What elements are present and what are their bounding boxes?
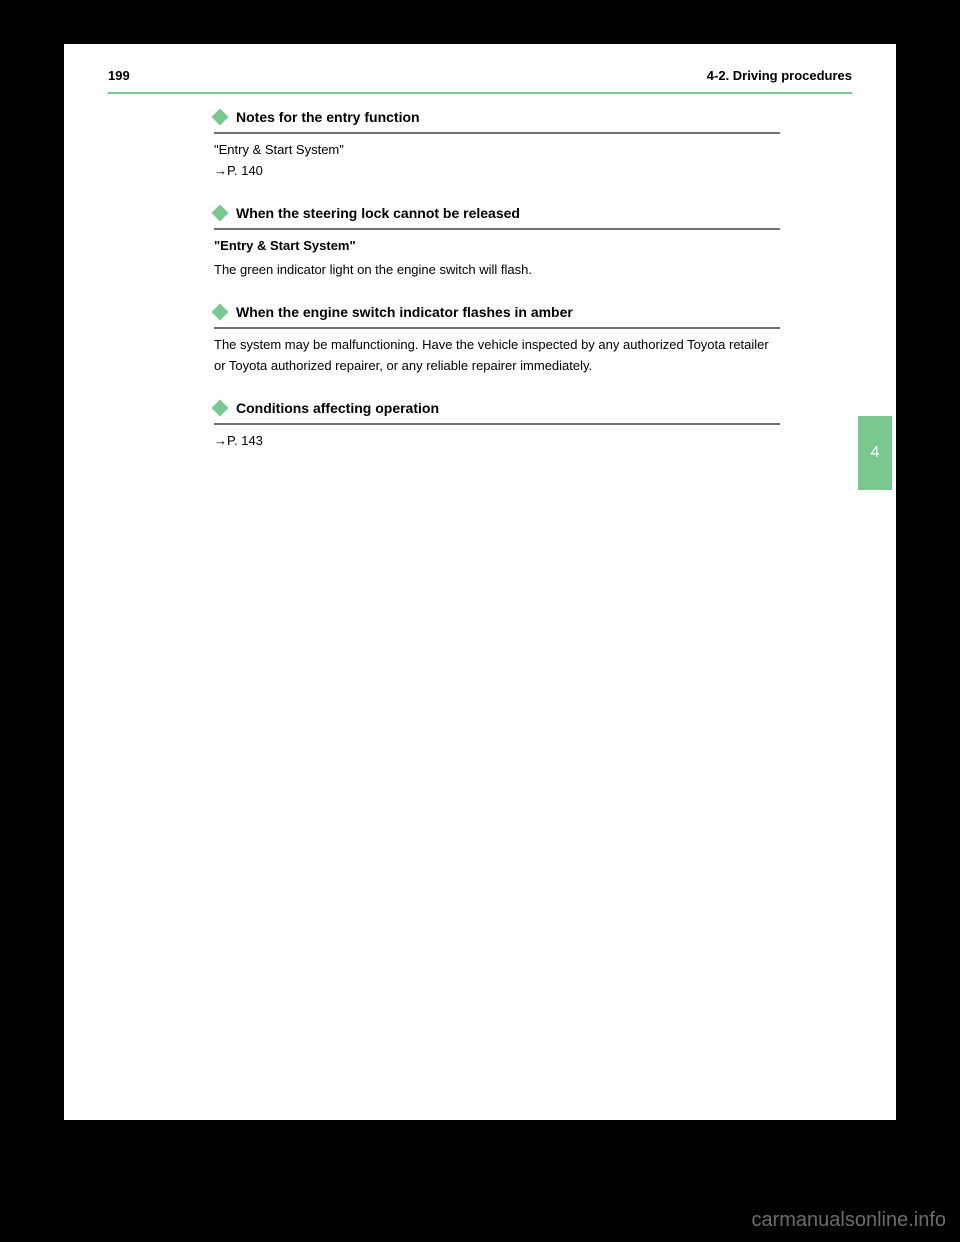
page-content: Notes for the entry function "Entry & St… bbox=[214, 106, 780, 472]
bullet-row: Notes for the entry function bbox=[214, 106, 780, 128]
watermark: carmanualsonline.info bbox=[751, 1209, 946, 1232]
page-header: 199 4-2. Driving procedures bbox=[64, 44, 896, 110]
chapter-tab: 4 bbox=[858, 416, 892, 490]
header-rule bbox=[108, 92, 852, 94]
chapter-tab-label: 4 bbox=[871, 444, 880, 462]
content-block: When the steering lock cannot be release… bbox=[214, 202, 780, 281]
diamond-icon bbox=[212, 400, 229, 417]
body-text: "Entry & Start System" →P. 140 bbox=[214, 140, 780, 182]
body-text: The system may be malfunctioning. Have t… bbox=[214, 335, 780, 377]
content-block: When the engine switch indicator flashes… bbox=[214, 301, 780, 377]
section-divider bbox=[214, 228, 780, 230]
bullet-row: When the steering lock cannot be release… bbox=[214, 202, 780, 224]
diamond-icon bbox=[212, 304, 229, 321]
subheading: "Entry & Start System" bbox=[214, 236, 780, 257]
section-divider bbox=[214, 327, 780, 329]
bullet-heading: Conditions affecting operation bbox=[236, 397, 439, 419]
diamond-icon bbox=[212, 109, 229, 126]
bullet-heading: When the engine switch indicator flashes… bbox=[236, 301, 573, 323]
section-divider bbox=[214, 423, 780, 425]
content-block: Notes for the entry function "Entry & St… bbox=[214, 106, 780, 182]
document-page: 199 4-2. Driving procedures Notes for th… bbox=[64, 44, 896, 1120]
section-title: 4-2. Driving procedures bbox=[707, 68, 852, 83]
bullet-row: When the engine switch indicator flashes… bbox=[214, 301, 780, 323]
content-block: Conditions affecting operation →P. 143 bbox=[214, 397, 780, 452]
page-number: 199 bbox=[108, 68, 130, 83]
bullet-heading: Notes for the entry function bbox=[236, 106, 420, 128]
bullet-row: Conditions affecting operation bbox=[214, 397, 780, 419]
diamond-icon bbox=[212, 205, 229, 222]
bullet-heading: When the steering lock cannot be release… bbox=[236, 202, 520, 224]
body-text: →P. 143 bbox=[214, 431, 780, 452]
section-divider bbox=[214, 132, 780, 134]
body-text: The green indicator light on the engine … bbox=[214, 260, 780, 281]
